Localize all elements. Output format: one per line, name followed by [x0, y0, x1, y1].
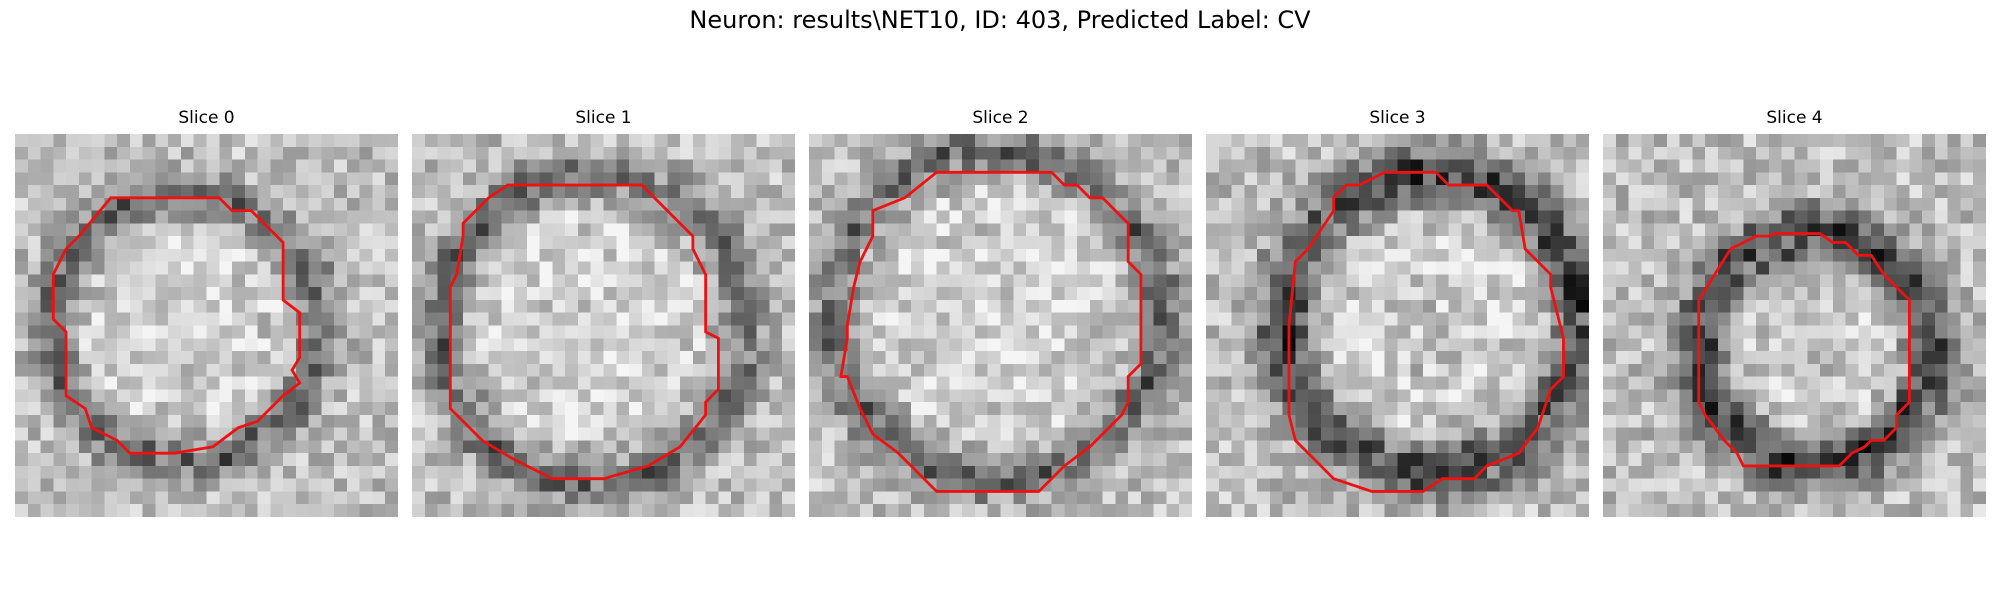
- microscopy-pixels: [809, 134, 1192, 517]
- microscopy-pixels: [1206, 134, 1589, 517]
- microscopy-pixels: [412, 134, 795, 517]
- slice-title: Slice 1: [412, 108, 795, 128]
- slice-title: Slice 2: [809, 108, 1192, 128]
- slice-title: Slice 4: [1603, 108, 1986, 128]
- slice-image: [809, 134, 1192, 517]
- slice-image: [1603, 134, 1986, 517]
- microscopy-pixels: [1603, 134, 1986, 517]
- slice-image: [15, 134, 398, 517]
- figure-title: Neuron: results\NET10, ID: 403, Predicte…: [0, 6, 2000, 34]
- slice-image: [1206, 134, 1589, 517]
- microscopy-pixels: [15, 134, 398, 517]
- slice-title: Slice 0: [15, 108, 398, 128]
- slice-title: Slice 3: [1206, 108, 1589, 128]
- slice-image: [412, 134, 795, 517]
